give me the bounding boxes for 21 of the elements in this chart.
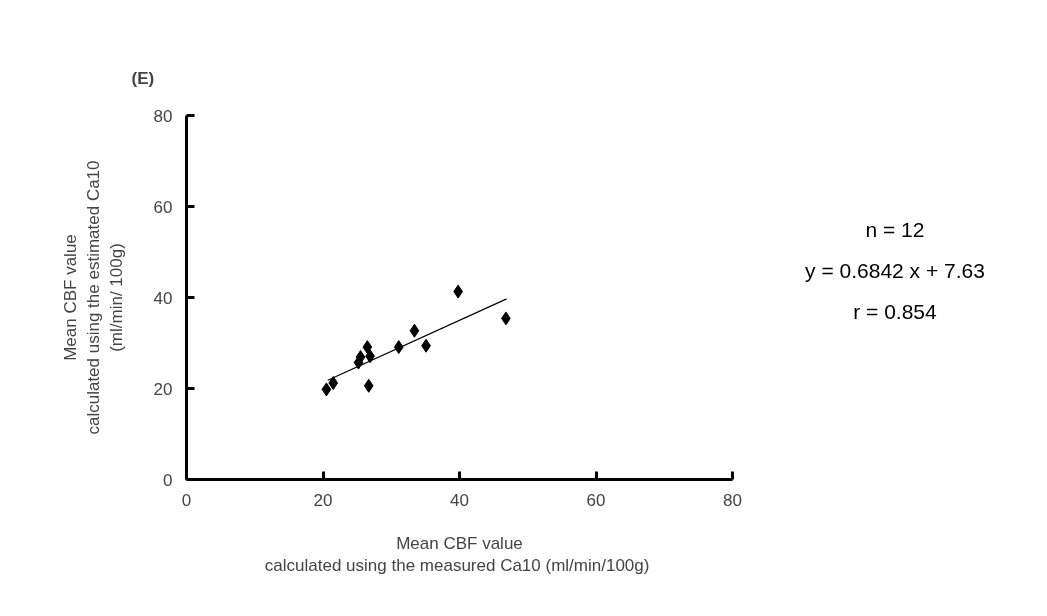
x-tick-label: 40 bbox=[450, 490, 469, 510]
y-tick-label: 20 bbox=[153, 379, 173, 399]
point bbox=[393, 340, 404, 355]
y-axis-title: Mean CBF value calculated using the estimated Ca10 (ml/min/ 100g) bbox=[60, 160, 126, 435]
point bbox=[363, 378, 374, 393]
text: y = 0.6842 x + 7.63 bbox=[804, 259, 986, 283]
text: n = 12 bbox=[864, 218, 926, 242]
x-tick-label: 80 bbox=[723, 490, 742, 510]
y-tick-label: 80 bbox=[153, 106, 173, 126]
chart-title: (E) bbox=[131, 69, 155, 88]
text: r = 0.854 bbox=[852, 300, 938, 324]
y-tick-label: 60 bbox=[153, 197, 173, 217]
y-tick-label: 40 bbox=[153, 288, 173, 308]
point bbox=[328, 376, 339, 391]
x-tick-label: 0 bbox=[181, 490, 192, 510]
x-tick-label: 20 bbox=[313, 490, 333, 510]
point bbox=[321, 382, 332, 397]
x-axis-title: Mean CBF value calculated using the measured Ca10 (ml/min/100g) bbox=[264, 533, 650, 576]
y-tick-label: 0 bbox=[163, 470, 173, 490]
x-tick-label: 60 bbox=[586, 490, 606, 510]
point bbox=[409, 323, 420, 338]
